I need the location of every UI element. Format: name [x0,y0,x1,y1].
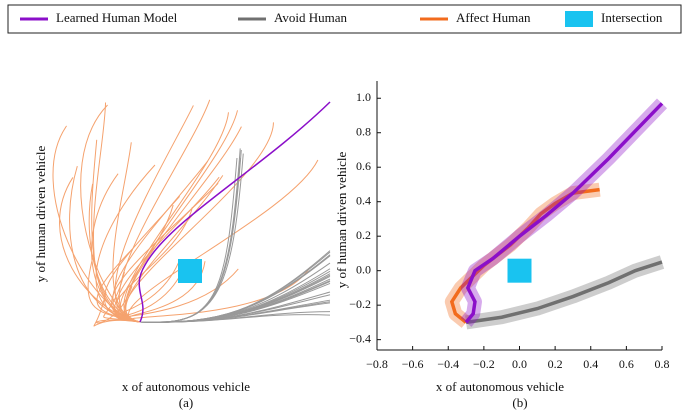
legend-swatch [565,11,593,27]
trajectory [114,105,194,323]
trajectory [124,110,238,323]
x-axis-label: x of autonomous vehicle [122,379,250,394]
y-tick-label: 0.2 [356,228,371,242]
trajectory [111,182,219,323]
y-tick-label: −0.4 [349,331,371,345]
trajectory [96,286,141,324]
x-tick-label: −0.8 [366,357,388,371]
panel-a [52,99,331,327]
y-axis-label: y of human driven vehicle [33,146,48,283]
x-tick-label: −0.4 [437,357,459,371]
y-tick-label: −0.2 [349,297,371,311]
x-tick-label: 0.4 [583,357,598,371]
x-tick-label: 0.2 [548,357,563,371]
legend-label: Affect Human [456,10,531,25]
trajectory [123,112,229,323]
intersection [178,259,202,283]
line [465,260,663,325]
caption: (a) [179,395,193,410]
x-tick-label: 0.0 [512,357,527,371]
trajectory [119,204,174,323]
legend-label: Learned Human Model [56,10,178,25]
line [464,102,664,324]
x-axis-label: x of autonomous vehicle [436,379,564,394]
trajectory [52,125,141,323]
y-tick-label: 0.8 [356,124,371,138]
x-tick-label: 0.8 [655,357,670,371]
y-axis-label: y of human driven vehicle [334,152,349,289]
trajectory [124,126,242,323]
y-tick-label: 0.4 [356,193,371,207]
caption: (b) [512,395,527,410]
x-tick-label: −0.2 [473,357,495,371]
legend-label: Intersection [601,10,663,25]
trajectory [125,175,224,323]
y-tick-label: 0.6 [356,159,371,173]
trajectory [159,153,244,323]
intersection [507,258,532,283]
trajectory [138,101,331,323]
trajectory [93,102,141,323]
legend-label: Avoid Human [274,10,348,25]
trajectory [69,165,141,323]
x-tick-label: 0.6 [619,357,634,371]
trajectory [159,148,241,323]
trajectory [118,99,211,323]
x-tick-label: −0.6 [402,357,424,371]
y-tick-label: 0.0 [356,262,371,276]
y-tick-label: 1.0 [356,90,371,104]
